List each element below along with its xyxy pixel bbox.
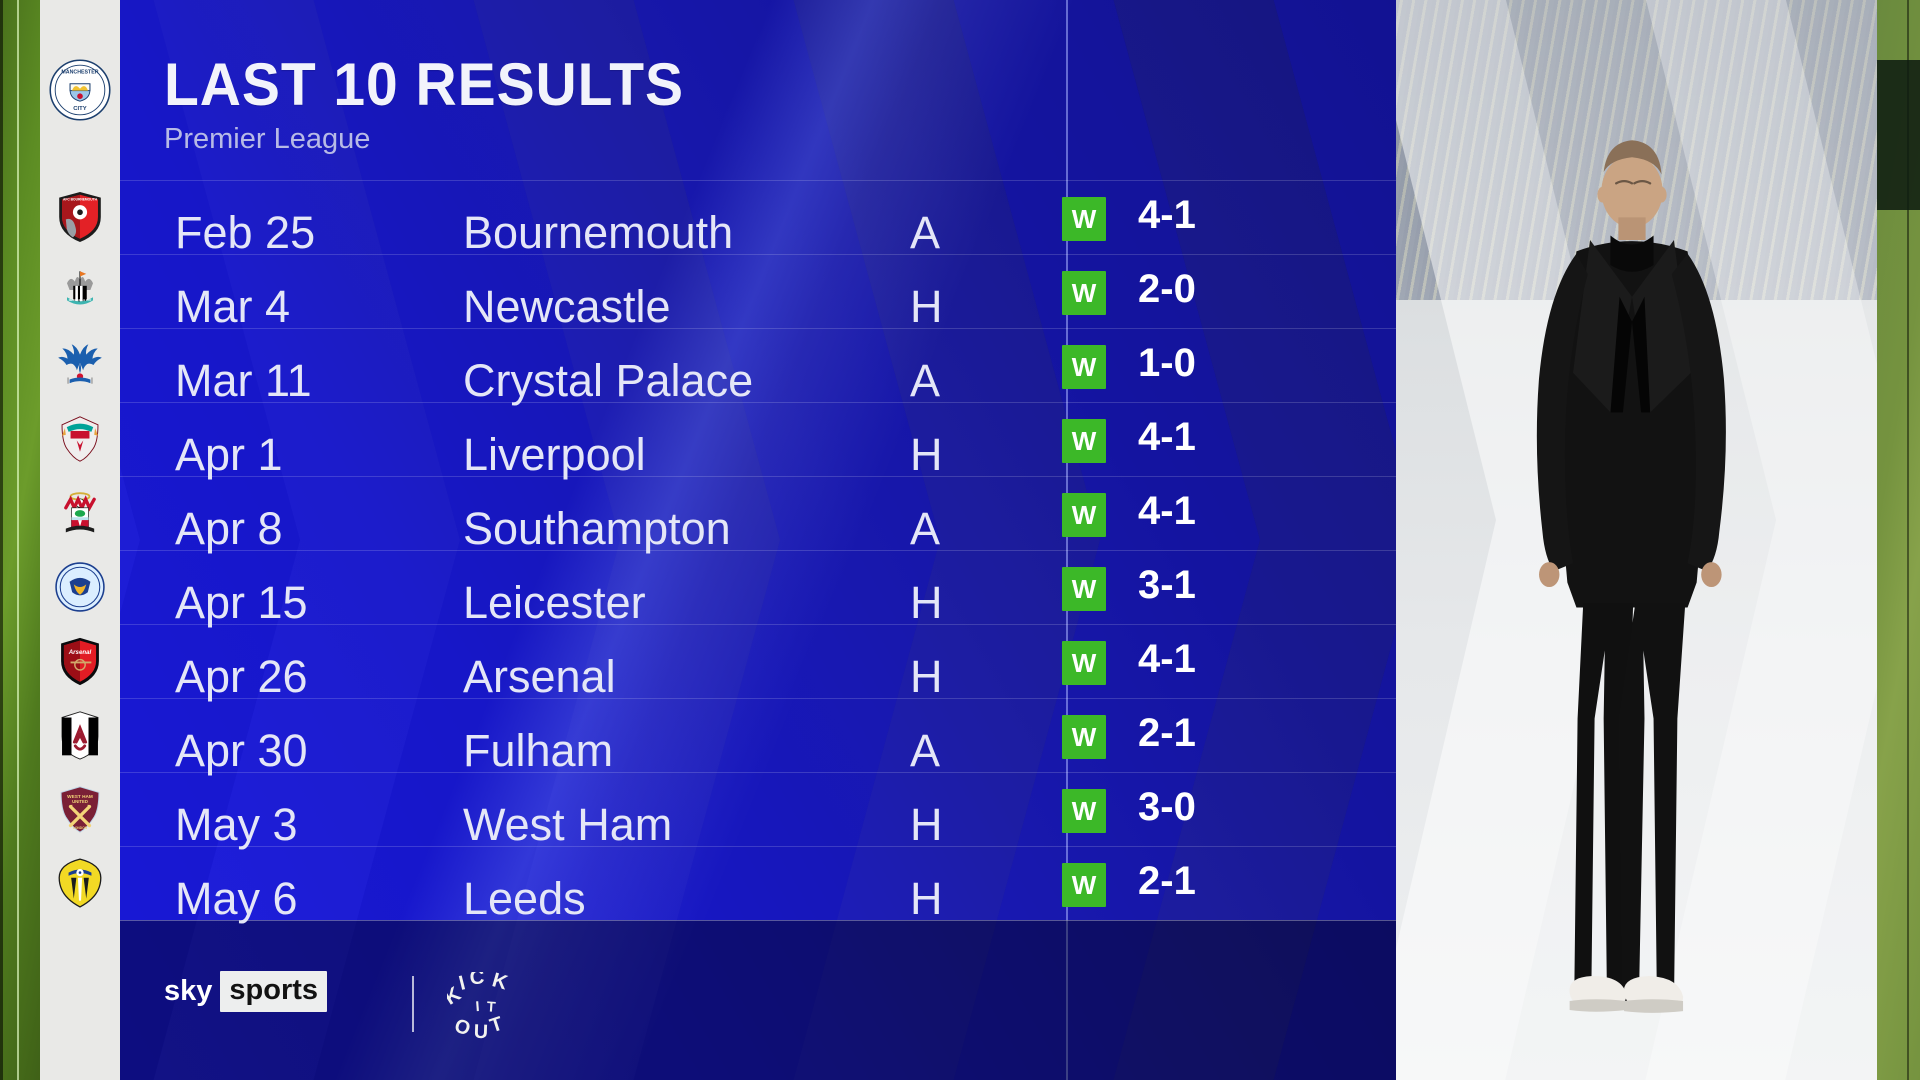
svg-text:C: C	[469, 972, 485, 989]
svg-text:NEWCASTLE UTD: NEWCASTLE UTD	[69, 298, 92, 302]
svg-text:U: U	[473, 1021, 488, 1040]
svg-text:MANCHESTER: MANCHESTER	[61, 69, 98, 75]
svg-text:AFC BOURNEMOUTH: AFC BOURNEMOUTH	[63, 197, 98, 201]
svg-text:CITY: CITY	[73, 106, 86, 112]
svg-text:I: I	[475, 999, 480, 1015]
svg-text:O: O	[452, 1015, 473, 1040]
svg-text:T: T	[487, 1013, 505, 1038]
svg-text:K: K	[490, 972, 510, 995]
svg-text:Arsenal: Arsenal	[68, 649, 92, 656]
svg-text:UNITED: UNITED	[72, 799, 88, 804]
svg-text:LONDON: LONDON	[73, 826, 88, 830]
